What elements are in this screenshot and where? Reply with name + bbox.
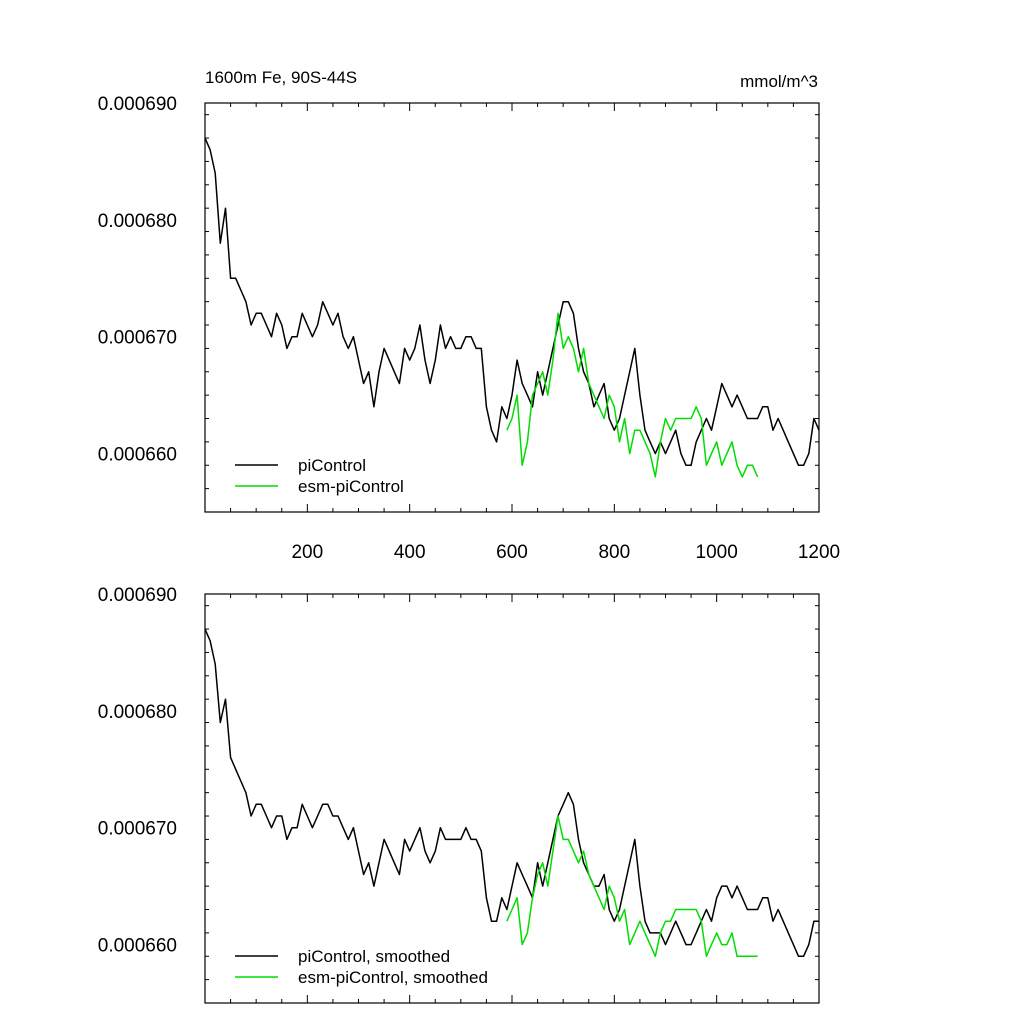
tick-marks (204, 103, 820, 513)
y-tick-label: 0.000680 (98, 702, 177, 723)
units-label: mmol/m^3 (740, 72, 818, 91)
series-line-picontrol (204, 137, 820, 467)
y-tick-label: 0.000690 (98, 585, 177, 606)
y-tick-labels: 0.000660 0.000670 0.000680 0.000690 (98, 94, 177, 466)
bottom-panel: 0.000660 0.000670 0.000680 0.000690 piContr… (98, 585, 820, 1004)
legend: piControl esm-piControl (235, 456, 404, 496)
series-line-esm-picontrol (506, 312, 759, 478)
tick-marks (204, 594, 820, 1004)
top-panel: 1600m Fe, 90S-44S mmol/m^3 0.0006600.000… (98, 68, 840, 563)
y-tick-label: 0.000670 (98, 819, 177, 840)
legend: piControl, smoothed esm-piControl, smooth… (235, 947, 488, 987)
series-group (204, 628, 819, 958)
panel-title: 1600m Fe, 90S-44S (205, 68, 357, 87)
series-line-picontrol (204, 628, 819, 958)
legend-label: esm-piControl (298, 477, 404, 496)
plot-frame (204, 593, 820, 1004)
x-tick-labels: 200 400 600 800 1000 1200 (291, 542, 840, 563)
legend-label: esm-piControl, smoothed (298, 968, 488, 987)
y-tick-label: 0.000660 (98, 445, 177, 466)
x-tick-label: 1000 (696, 542, 738, 563)
y-tick-labels: 0.000660 0.000670 0.000680 0.000690 (98, 585, 177, 957)
x-tick-label: 400 (394, 542, 426, 563)
x-tick-label: 800 (598, 542, 630, 563)
y-tick-label: 0.000660 (98, 936, 177, 957)
series-group (204, 137, 820, 478)
x-tick-label: 1200 (798, 542, 840, 563)
x-tick-label: 600 (496, 542, 528, 563)
y-tick-label: 0.000690 (98, 94, 177, 115)
y-tick-label: 0.000670 (98, 328, 177, 349)
x-tick-label: 200 (291, 542, 323, 563)
series-line-esm-picontrol (506, 815, 758, 958)
legend-label: piControl, smoothed (298, 947, 450, 966)
y-tick-label: 0.000680 (98, 211, 177, 232)
legend-label: piControl (298, 456, 366, 475)
plot-frame (204, 102, 820, 513)
